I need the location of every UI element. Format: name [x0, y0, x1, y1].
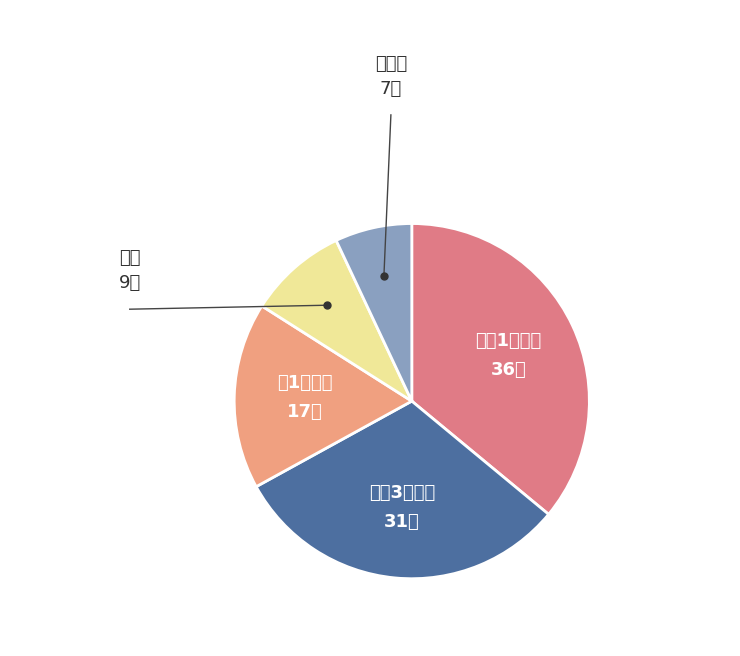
Text: 毎日
9％: 毎日 9％ — [118, 249, 141, 293]
Wedge shape — [256, 401, 548, 579]
Text: 週に3回程度
31％: 週に3回程度 31％ — [369, 483, 435, 531]
Text: その他
7％: その他 7％ — [374, 55, 407, 98]
Wedge shape — [336, 224, 411, 401]
Wedge shape — [262, 241, 411, 401]
Wedge shape — [411, 224, 589, 514]
Wedge shape — [234, 306, 411, 487]
Text: 月1回程度
17％: 月1回程度 17％ — [278, 374, 333, 421]
Text: 週に1回程度
36％: 週に1回程度 36％ — [475, 332, 542, 379]
